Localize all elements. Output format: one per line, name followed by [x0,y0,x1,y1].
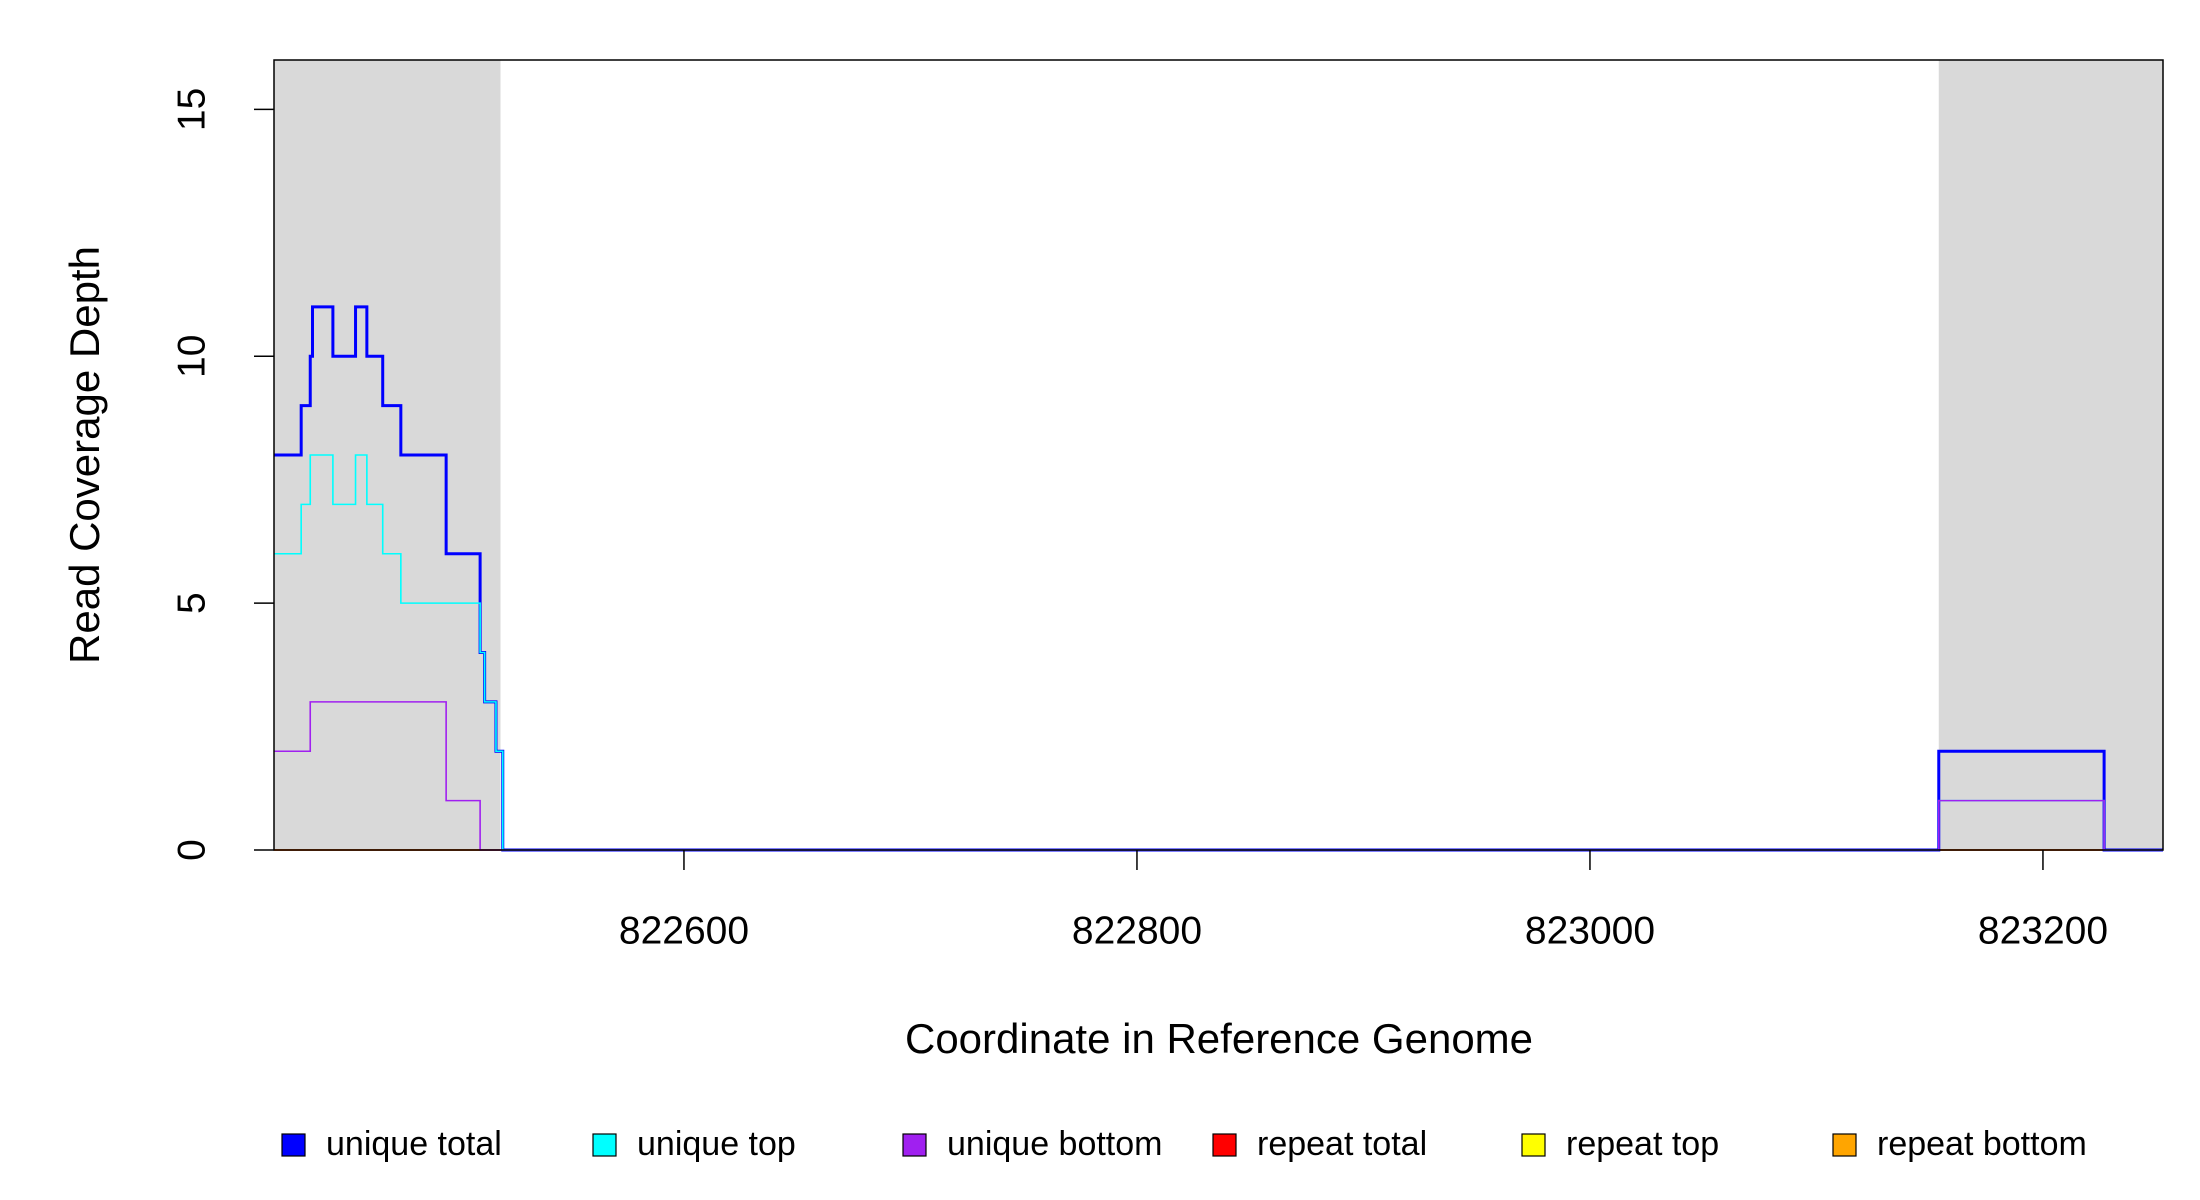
legend-swatch [1212,1133,1237,1157]
legend-swatch [1521,1133,1546,1157]
y-tick-label: 0 [170,839,213,861]
shaded-region [1938,60,2163,850]
plot-box [273,59,2164,851]
legend-swatch [1832,1133,1857,1157]
x-tick-label: 823200 [1978,909,2108,952]
legend-label: unique total [326,1125,502,1163]
legend-swatch [592,1133,617,1157]
legend-label: repeat total [1257,1125,1427,1163]
legend-label: repeat bottom [1877,1125,2087,1163]
shaded-region [274,60,501,850]
legend-label: repeat top [1566,1125,1719,1163]
y-axis-title: Read Coverage Depth [61,246,108,664]
y-tick-label: 15 [170,88,213,131]
legend-label: unique bottom [947,1125,1163,1163]
legend-label: unique top [637,1125,796,1163]
legend-swatch [902,1133,927,1157]
step-line [274,305,2163,852]
legend-swatch [281,1133,306,1157]
y-tick-label: 5 [170,592,213,614]
step-line [274,701,2163,851]
step-line [274,454,2163,851]
y-tick-label: 10 [170,335,213,378]
x-tick-label: 823000 [1525,909,1655,952]
x-tick-label: 822800 [1072,909,1202,952]
x-axis-title: Coordinate in Reference Genome [905,1015,1533,1062]
x-tick-label: 822600 [619,909,749,952]
